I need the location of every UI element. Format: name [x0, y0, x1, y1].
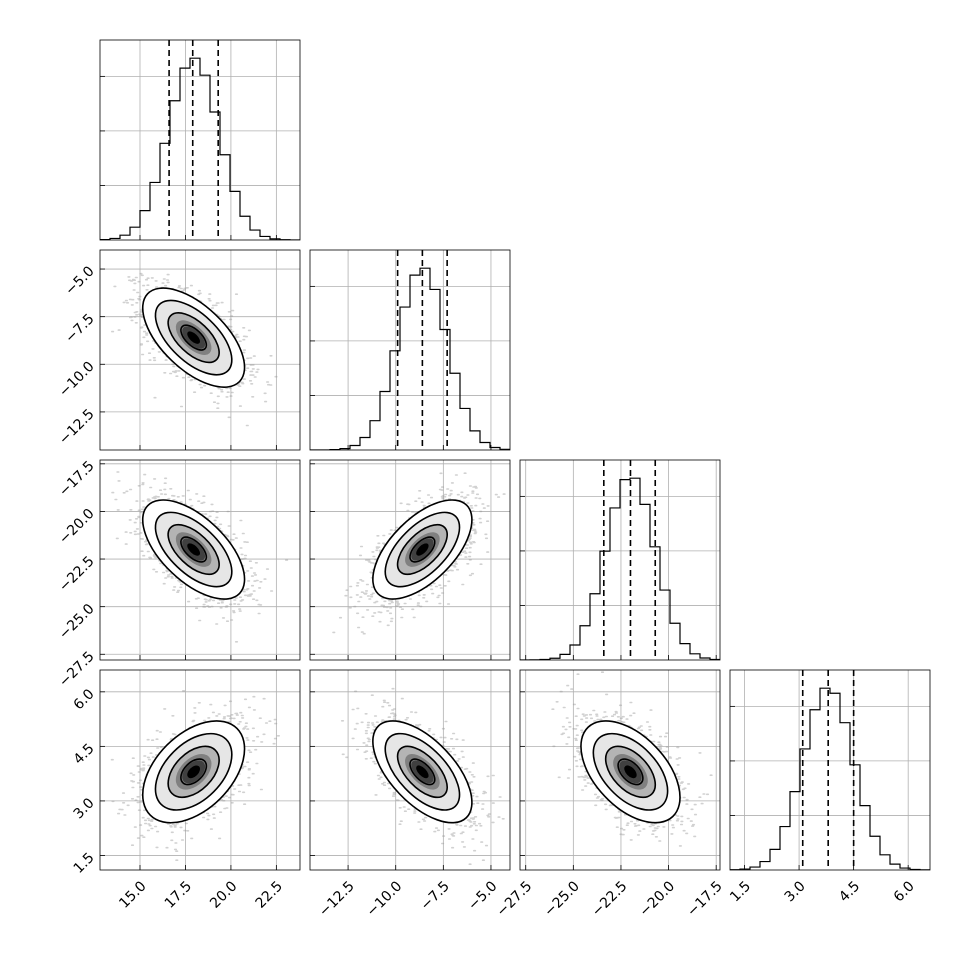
ytick-label: 6.0 — [71, 686, 98, 713]
xtick-label: 17.5 — [162, 878, 195, 911]
xtick-label: −17.5 — [684, 878, 726, 920]
density-fill-5 — [416, 543, 429, 556]
panel-3-0: 1.5 3.0 4.5 6.0 15.0 17.5 20.0 22.5 — [71, 669, 301, 912]
xtick-label: −20.0 — [637, 878, 679, 920]
density-fill-5 — [187, 543, 201, 556]
ytick-label: −10.0 — [56, 359, 98, 401]
ytick-label: 4.5 — [71, 741, 98, 768]
panel-0-0 — [99, 39, 301, 241]
ytick-label: −20.0 — [56, 506, 98, 548]
panel-1-0: −12.5 −10.0 −7.5 −5.0 — [56, 249, 301, 451]
xtick-label: −12.5 — [316, 878, 358, 920]
panel-frame — [309, 249, 511, 451]
panel-frame — [519, 669, 721, 871]
contour-2 — [384, 732, 461, 811]
density-fill-5 — [416, 765, 429, 779]
panel-3-3: 1.5 3.0 4.5 6.0 — [727, 669, 931, 905]
panel-frame — [729, 669, 931, 871]
panel-frame — [99, 39, 301, 241]
xtick-label: 15.0 — [116, 878, 149, 911]
contour-3 — [141, 287, 246, 388]
ytick-label: 3.0 — [71, 795, 98, 822]
xtick-label: 20.0 — [207, 878, 240, 911]
contour-2 — [154, 511, 233, 588]
contour-0 — [617, 758, 644, 786]
density-2-0 — [111, 471, 289, 643]
panel-2-1 — [309, 459, 511, 661]
contour-0 — [409, 758, 436, 786]
xtick-label: 4.5 — [836, 878, 863, 905]
panel-1-1 — [309, 249, 511, 451]
contour-1 — [396, 523, 448, 576]
panel-3-1: −12.5 −10.0 −7.5 −5.0 — [309, 669, 511, 920]
contour-2 — [592, 732, 669, 811]
panel-2-2 — [519, 459, 721, 661]
panel-frame — [99, 459, 301, 661]
density-fill-5 — [187, 765, 201, 779]
contour-1 — [396, 745, 448, 799]
histogram-2 — [520, 477, 720, 660]
histogram-1 — [310, 267, 510, 450]
contour-3 — [372, 499, 473, 600]
density-fill-5 — [187, 331, 201, 344]
contour-0 — [180, 536, 208, 563]
ytick-label: −17.5 — [56, 458, 98, 500]
contour-3 — [141, 720, 246, 824]
histogram-3 — [730, 687, 930, 870]
panel-3-2: −27.5 −25.0 −22.5 −20.0 −17.5 — [494, 669, 726, 920]
ytick-label: −27.5 — [56, 649, 98, 691]
ytick-label: −25.0 — [56, 601, 98, 643]
contour-3 — [580, 720, 681, 824]
ytick-label: 1.5 — [71, 850, 98, 877]
contour-1 — [167, 312, 220, 364]
xtick-label: −10.0 — [364, 878, 406, 920]
xtick-label: −25.0 — [541, 878, 583, 920]
contour-1 — [604, 745, 657, 799]
contour-3 — [141, 499, 246, 600]
contour-1 — [167, 523, 220, 576]
contour-3 — [372, 720, 473, 824]
xtick-label: 22.5 — [253, 878, 286, 911]
contour-2 — [154, 299, 233, 376]
contour-0 — [409, 536, 436, 563]
contour-0 — [180, 758, 208, 786]
ytick-label: −22.5 — [56, 553, 98, 595]
xtick-label: 3.0 — [782, 878, 809, 905]
density-3-2 — [551, 671, 713, 847]
xtick-label: −22.5 — [589, 878, 631, 920]
panel-frame — [99, 249, 301, 451]
panel-frame — [309, 669, 511, 871]
contour-2 — [384, 511, 461, 588]
ytick-label: −7.5 — [62, 311, 97, 346]
contour-1 — [167, 745, 220, 799]
xtick-label: −7.5 — [418, 878, 453, 913]
contour-0 — [180, 324, 208, 351]
xtick-label: 6.0 — [891, 878, 918, 905]
panel-frame — [99, 669, 301, 871]
panel-2-0: −27.5 −25.0 −22.5 −20.0 −17.5 — [56, 458, 301, 691]
histogram-0 — [100, 57, 300, 240]
ytick-label: −12.5 — [56, 406, 98, 448]
panel-frame — [519, 459, 721, 661]
ytick-label: −5.0 — [62, 263, 97, 298]
density-1-0 — [111, 272, 278, 427]
contour-2 — [154, 732, 233, 811]
density-3-0 — [110, 690, 280, 861]
xtick-label: 1.5 — [727, 878, 754, 905]
panel-frame — [309, 459, 511, 661]
density-3-1 — [340, 687, 505, 865]
xtick-label: −27.5 — [494, 878, 536, 920]
density-2-1 — [332, 472, 506, 635]
